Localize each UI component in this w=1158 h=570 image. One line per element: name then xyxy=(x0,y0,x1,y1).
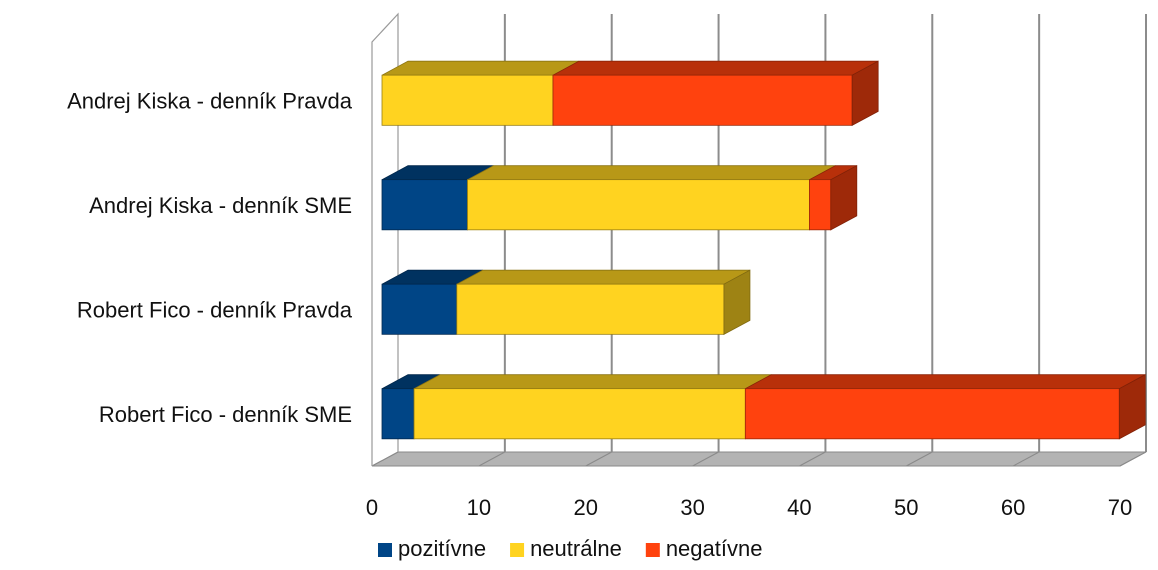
bar-front-face xyxy=(744,388,1120,440)
bar-top-face xyxy=(467,165,836,181)
legend-swatch xyxy=(510,543,525,557)
left-wall-outline xyxy=(371,12,399,466)
legend-label: pozitívne xyxy=(398,536,486,561)
bar-front-face xyxy=(381,74,554,126)
bar-top-face xyxy=(456,269,751,285)
x-tick-label: 30 xyxy=(680,495,704,520)
bar-segment xyxy=(381,269,483,335)
x-tick-label: 60 xyxy=(1001,495,1025,520)
bar-front-face xyxy=(467,179,810,231)
x-tick-label: 70 xyxy=(1108,495,1132,520)
bar-segment xyxy=(467,165,836,231)
bar-side-face xyxy=(1118,374,1146,440)
legend-item: pozitívne xyxy=(378,536,486,561)
bar-top-face xyxy=(745,374,1146,390)
legend: pozitívne neutrálne negatívne xyxy=(378,536,762,561)
floor-gridline xyxy=(478,451,506,467)
bar-side-face xyxy=(830,165,858,231)
floor-gridline xyxy=(692,451,719,467)
bar-front-face xyxy=(809,179,832,231)
legend-item: negatívne xyxy=(645,536,763,561)
bar-segment xyxy=(552,60,879,126)
bar-segment xyxy=(456,269,751,335)
legend-label: neutrálne xyxy=(530,536,622,561)
floor-gridline xyxy=(371,451,399,467)
bars xyxy=(381,60,1146,440)
bar-front-face xyxy=(456,283,725,335)
bar-side-face xyxy=(851,60,879,126)
legend-swatch xyxy=(378,543,392,557)
floor-gridline xyxy=(799,451,826,467)
bar-top-face xyxy=(552,60,879,76)
bar-segment xyxy=(381,374,441,440)
bar-group xyxy=(381,60,879,126)
x-tick-label: 10 xyxy=(467,495,491,520)
category-label: Andrej Kiska - denník SME xyxy=(89,193,352,218)
bar-group xyxy=(381,374,1146,440)
x-tick-label: 50 xyxy=(894,495,918,520)
bar-top-face xyxy=(413,374,772,390)
category-labels: Andrej Kiska - denník Pravda Andrej Kiska… xyxy=(67,88,353,427)
floor-gridline xyxy=(906,451,933,467)
bar-segment xyxy=(413,374,772,440)
bar-segment xyxy=(744,374,1146,440)
x-tick-labels: 0 10 20 30 40 50 60 70 xyxy=(366,495,1132,520)
x-tick-label: 20 xyxy=(573,495,597,520)
bar-segment xyxy=(381,60,580,126)
bar-front-face xyxy=(381,179,468,231)
bar-segment xyxy=(381,165,494,231)
bar-side-face xyxy=(723,269,751,335)
category-label: Andrej Kiska - denník Pravda xyxy=(67,88,353,113)
category-label: Robert Fico - denník SME xyxy=(99,402,352,427)
bar-group xyxy=(381,165,858,231)
bar-front-face xyxy=(381,388,415,440)
bar-top-face xyxy=(381,60,580,76)
chart-floor xyxy=(371,451,1147,467)
legend-label: negatívne xyxy=(666,536,763,561)
chart-back-wall xyxy=(371,12,399,466)
bar-front-face xyxy=(381,283,458,335)
legend-swatch xyxy=(645,543,660,557)
bar-front-face xyxy=(413,388,746,440)
x-tick-label: 0 xyxy=(366,495,378,520)
x-tick-label: 40 xyxy=(787,495,811,520)
bar-front-face xyxy=(552,74,853,126)
floor-gridline xyxy=(585,451,612,467)
legend-item: neutrálne xyxy=(510,536,622,561)
floor-gridline xyxy=(1119,451,1147,467)
bar-group xyxy=(381,269,751,335)
floor-plane xyxy=(371,451,1147,467)
floor-gridline xyxy=(1012,451,1040,467)
category-label: Robert Fico - denník Pravda xyxy=(77,297,353,322)
bar-segment xyxy=(809,165,858,231)
